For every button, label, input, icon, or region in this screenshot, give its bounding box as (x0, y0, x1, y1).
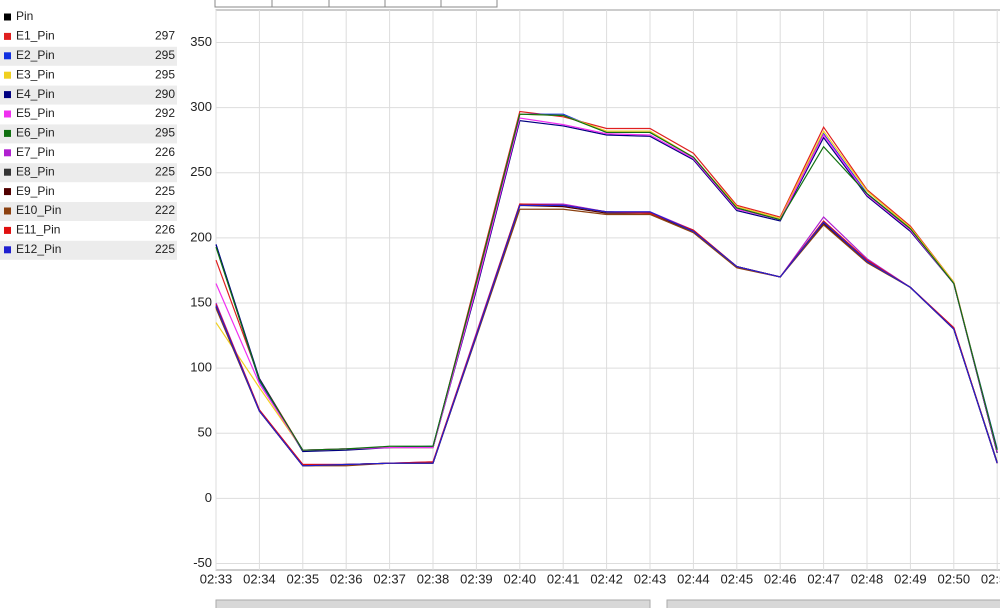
legend-value: 226 (155, 145, 175, 159)
legend-swatch (4, 226, 11, 234)
x-tick-label: 02:51 (981, 571, 1000, 586)
legend-label: E7_Pin (16, 145, 55, 159)
y-tick-label: 200 (190, 229, 212, 244)
legend-value: 225 (155, 242, 175, 256)
y-tick-label: 300 (190, 99, 212, 114)
legend-value: 226 (155, 223, 175, 237)
legend-row-bg (0, 85, 177, 105)
legend-swatch (4, 13, 11, 21)
legend-value: 295 (155, 67, 175, 81)
button[interactable] (328, 0, 386, 8)
x-tick-label: 02:40 (504, 571, 537, 586)
button[interactable] (214, 0, 273, 8)
x-tick-label: 02:33 (200, 571, 233, 586)
legend-value: 295 (155, 126, 175, 140)
button[interactable] (440, 0, 498, 8)
legend-label: E11_Pin (16, 223, 60, 237)
x-tick-label: 02:49 (894, 571, 927, 586)
x-tick-label: 02:37 (373, 571, 406, 586)
legend-row-bg (0, 240, 177, 260)
button[interactable] (271, 0, 330, 8)
series-line (215, 204, 998, 467)
legend-swatch (4, 188, 11, 196)
grid (215, 10, 1000, 570)
legend-label: E5_Pin (16, 106, 55, 120)
legend-label: E3_Pin (16, 67, 55, 81)
legend-value: 297 (155, 29, 175, 43)
y-tick-label: 350 (190, 34, 212, 49)
legend-swatch (4, 246, 11, 254)
x-tick-label: 02:44 (677, 571, 710, 586)
legend-row-bg (0, 124, 177, 144)
x-tick-label: 02:48 (851, 571, 884, 586)
y-tick-label: 150 (190, 294, 212, 309)
range-buttons (214, 0, 498, 8)
series-line (215, 120, 998, 453)
x-tick-label: 02:47 (807, 571, 840, 586)
legend-label: E10_Pin (16, 203, 61, 217)
legend-label: E4_Pin (16, 87, 55, 101)
legend-swatch (4, 91, 11, 99)
x-tick-label: 02:46 (764, 571, 797, 586)
legend-swatch (4, 168, 11, 176)
y-tick-label: 100 (190, 360, 212, 375)
scrollbar[interactable] (215, 599, 651, 608)
legend-swatch (4, 110, 11, 118)
scrollbar[interactable] (666, 599, 1000, 608)
y-tick-label: 250 (190, 164, 212, 179)
x-tick-label: 02:39 (460, 571, 493, 586)
legend-value: 222 (155, 203, 175, 217)
legend-swatch (4, 129, 11, 137)
x-tick-label: 02:42 (590, 571, 623, 586)
y-tick-label: -50 (193, 555, 212, 570)
legend-row-bg (0, 46, 177, 66)
legend-value: 290 (155, 87, 175, 101)
x-tick-label: 02:45 (721, 571, 754, 586)
series-line (215, 208, 998, 467)
legend-swatch (4, 32, 11, 40)
legend-label: Pin (16, 9, 33, 23)
legend-swatch (4, 52, 11, 60)
legend-value: 225 (155, 184, 175, 198)
legend-label: E12_Pin (16, 242, 61, 256)
x-tick-label: 02:34 (243, 571, 276, 586)
legend-label: E1_Pin (16, 29, 55, 43)
legend-label: E8_Pin (16, 164, 55, 178)
legend-swatch (4, 207, 11, 215)
button[interactable] (384, 0, 442, 8)
plot-frame (215, 9, 1000, 571)
legend-row-bg (0, 163, 177, 183)
x-tick-label: 02:35 (287, 571, 320, 586)
x-tick-label: 02:50 (938, 571, 971, 586)
legend-swatch (4, 71, 11, 79)
legend-label: E2_Pin (16, 48, 55, 62)
x-tick-label: 02:38 (417, 571, 450, 586)
y-tick-label: 0 (205, 490, 212, 505)
x-tick-label: 02:36 (330, 571, 363, 586)
series-line (215, 113, 998, 451)
legend-label: E6_Pin (16, 126, 55, 140)
legend-value: 292 (155, 106, 175, 120)
y-tick-label: 50 (198, 425, 212, 440)
legend-swatch (4, 149, 11, 157)
legend-value: 225 (155, 164, 175, 178)
legend-row-bg (0, 202, 177, 221)
legend-value: 295 (155, 48, 175, 62)
x-tick-label: 02:41 (547, 571, 580, 586)
legend-label: E9_Pin (16, 184, 55, 198)
x-tick-label: 02:43 (634, 571, 667, 586)
